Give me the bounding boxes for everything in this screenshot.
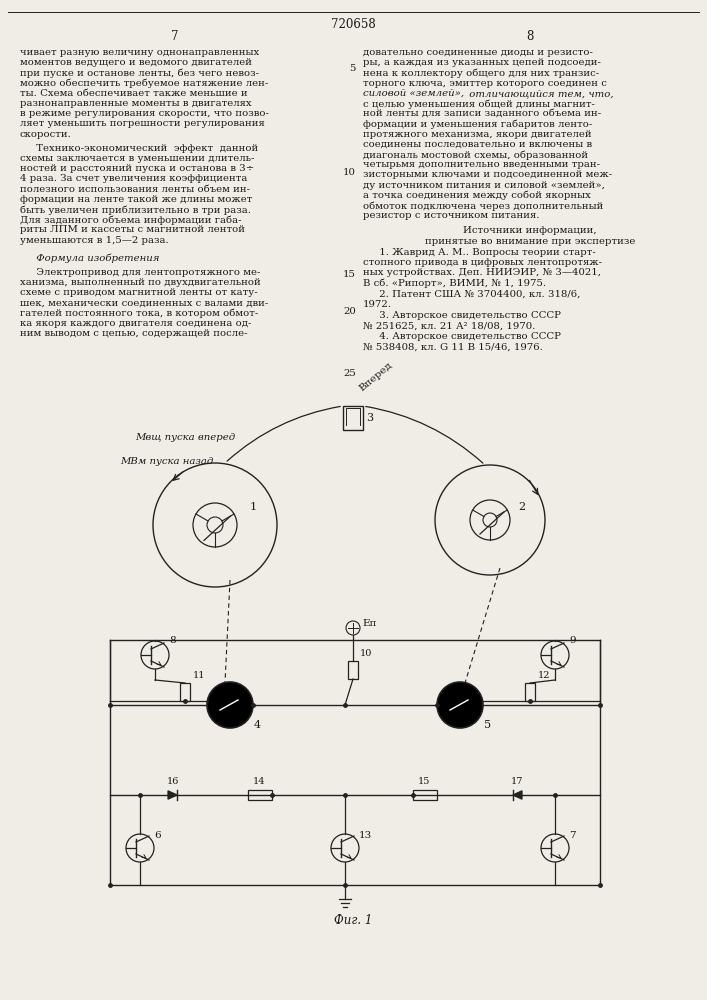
- Text: 3. Авторское свидетельство СССР: 3. Авторское свидетельство СССР: [363, 311, 561, 320]
- Text: 1: 1: [250, 502, 257, 512]
- Text: 6: 6: [154, 831, 160, 840]
- Text: Технико-экономический  эффект  данной: Технико-экономический эффект данной: [20, 144, 258, 153]
- Text: можно обеспечить требуемое натяжение лен-: можно обеспечить требуемое натяжение лен…: [20, 79, 268, 88]
- Text: полезного использования ленты объем ин-: полезного использования ленты объем ин-: [20, 185, 250, 194]
- Text: с целью уменьшения общей длины магнит-: с целью уменьшения общей длины магнит-: [363, 99, 595, 109]
- Text: быть увеличен приблизительно в три раза.: быть увеличен приблизительно в три раза.: [20, 205, 251, 215]
- Text: 4 раза. За счет увеличения коэффициента: 4 раза. За счет увеличения коэффициента: [20, 174, 247, 183]
- Bar: [525, 683, 535, 701]
- Text: Фиг. 1: Фиг. 1: [334, 914, 372, 926]
- Text: в режиме регулирования скорости, что позво-: в режиме регулирования скорости, что поз…: [20, 109, 269, 118]
- Text: 2: 2: [518, 502, 525, 512]
- Text: 9: 9: [569, 636, 575, 645]
- Text: ляет уменьшить погрешности регулирования: ляет уменьшить погрешности регулирования: [20, 119, 264, 128]
- Text: уменьшаются в 1,5—2 раза.: уменьшаются в 1,5—2 раза.: [20, 236, 169, 245]
- Text: торного ключа, эмиттер которого соединен с: торного ключа, эмиттер которого соединен…: [363, 79, 607, 88]
- Text: ных устройствах. Деп. НИИЭИР, № 3—4021,: ных устройствах. Деп. НИИЭИР, № 3—4021,: [363, 268, 601, 277]
- Text: 5: 5: [350, 64, 356, 73]
- Circle shape: [207, 682, 253, 728]
- Text: Мвщ пуска вперед: Мвщ пуска вперед: [135, 434, 235, 442]
- Circle shape: [437, 682, 483, 728]
- Text: 1. Жаврид А. М.. Вопросы теории старт-: 1. Жаврид А. М.. Вопросы теории старт-: [363, 248, 596, 257]
- Polygon shape: [168, 791, 177, 799]
- Text: ним выводом с цепью, содержащей после-: ним выводом с цепью, содержащей после-: [20, 329, 247, 338]
- Text: 17: 17: [510, 777, 523, 786]
- Text: нена к коллектору общего для них транзис-: нена к коллектору общего для них транзис…: [363, 68, 599, 78]
- Text: 25: 25: [344, 369, 356, 378]
- Text: Eп: Eп: [362, 619, 376, 629]
- Text: 12: 12: [538, 671, 551, 680]
- Text: при пуске и останове ленты, без чего невоз-: при пуске и останове ленты, без чего нев…: [20, 68, 259, 78]
- Text: довательно соединенные диоды и резисто-: довательно соединенные диоды и резисто-: [363, 48, 593, 57]
- Text: 5: 5: [484, 720, 491, 730]
- Text: 20: 20: [344, 307, 356, 316]
- Text: ду источником питания и силовой «землей»,: ду источником питания и силовой «землей»…: [363, 181, 605, 190]
- Text: силовой «землей»,: силовой «землей»,: [363, 89, 464, 98]
- Text: риты ЛПМ и кассеты с магнитной лентой: риты ЛПМ и кассеты с магнитной лентой: [20, 225, 245, 234]
- Text: 8: 8: [169, 636, 175, 645]
- Text: 14: 14: [252, 777, 265, 786]
- Text: 1972.: 1972.: [363, 300, 392, 309]
- Text: 15: 15: [418, 777, 430, 786]
- Bar: [248, 790, 272, 800]
- Text: 4: 4: [254, 720, 261, 730]
- Text: протяжного механизма, якори двигателей: протяжного механизма, якори двигателей: [363, 130, 592, 139]
- Text: № 538408, кл. G 11 В 15/46, 1976.: № 538408, кл. G 11 В 15/46, 1976.: [363, 343, 543, 352]
- Text: шек, механически соединенных с валами дви-: шек, механически соединенных с валами дв…: [20, 299, 268, 308]
- Text: 4. Авторское свидетельство СССР: 4. Авторское свидетельство СССР: [363, 332, 561, 341]
- Text: а точка соединения между собой якорных: а точка соединения между собой якорных: [363, 191, 591, 200]
- Text: ностей и расстояний пуска и останова в 3÷: ностей и расстояний пуска и останова в 3…: [20, 164, 255, 173]
- Text: чивает разную величину однонаправленных: чивает разную величину однонаправленных: [20, 48, 259, 57]
- Text: моментов ведущего и ведомого двигателей: моментов ведущего и ведомого двигателей: [20, 58, 252, 67]
- Text: зисторными ключами и подсоединенной меж-: зисторными ключами и подсоединенной меж-: [363, 170, 612, 179]
- Text: 7: 7: [171, 29, 179, 42]
- Text: схеме с приводом магнитной ленты от кату-: схеме с приводом магнитной ленты от кату…: [20, 288, 257, 297]
- Text: 13: 13: [359, 831, 373, 840]
- Text: ты. Схема обеспечивает также меньшие и: ты. Схема обеспечивает также меньшие и: [20, 89, 247, 98]
- Text: МВм пуска назад: МВм пуска назад: [120, 458, 214, 466]
- Text: В сб. «Рипорт», ВИМИ, № 1, 1975.: В сб. «Рипорт», ВИМИ, № 1, 1975.: [363, 278, 546, 288]
- Text: обмоток подключена через дополнительный: обмоток подключена через дополнительный: [363, 201, 603, 211]
- Text: диагональ мостовой схемы, образованной: диагональ мостовой схемы, образованной: [363, 150, 588, 160]
- Text: Электропривод для лентопротяжного ме-: Электропривод для лентопротяжного ме-: [20, 268, 260, 277]
- Bar: [343, 406, 363, 430]
- Text: формации и уменьшения габаритов ленто-: формации и уменьшения габаритов ленто-: [363, 119, 592, 129]
- Text: формации на ленте такой же длины может: формации на ленте такой же длины может: [20, 195, 252, 204]
- Text: 8: 8: [526, 29, 534, 42]
- Text: № 251625, кл. 21 А² 18/08, 1970.: № 251625, кл. 21 А² 18/08, 1970.: [363, 321, 535, 330]
- Text: ханизма, выполненный по двухдвигательной: ханизма, выполненный по двухдвигательной: [20, 278, 261, 287]
- Text: ной ленты для записи заданного объема ин-: ной ленты для записи заданного объема ин…: [363, 109, 601, 118]
- Text: скорости.: скорости.: [20, 130, 72, 139]
- Text: Вперед: Вперед: [358, 360, 395, 393]
- Bar: [348, 661, 358, 679]
- Text: 16: 16: [167, 777, 179, 786]
- Text: 720658: 720658: [331, 17, 375, 30]
- Text: Для заданного объема информации габа-: Для заданного объема информации габа-: [20, 215, 242, 225]
- Text: 3: 3: [366, 413, 373, 423]
- Text: 2. Патент США № 3704400, кл. 318/6,: 2. Патент США № 3704400, кл. 318/6,: [363, 290, 580, 299]
- Text: 10: 10: [343, 168, 356, 177]
- Text: принятые во внимание при экспертизе: принятые во внимание при экспертизе: [425, 237, 635, 246]
- Text: ры, а каждая из указанных цепей подсоеди-: ры, а каждая из указанных цепей подсоеди…: [363, 58, 601, 67]
- Text: 7: 7: [569, 831, 575, 840]
- Text: Источники информации,: Источники информации,: [463, 226, 597, 235]
- Text: гателей постоянного тока, в котором обмот-: гателей постоянного тока, в котором обмо…: [20, 309, 258, 318]
- Text: ка якоря каждого двигателя соединена од-: ка якоря каждого двигателя соединена од-: [20, 319, 252, 328]
- Text: схемы заключается в уменьшении длитель-: схемы заключается в уменьшении длитель-: [20, 154, 255, 163]
- Text: разнонаправленные моменты в двигателях: разнонаправленные моменты в двигателях: [20, 99, 252, 108]
- Text: Формула изобретения: Формула изобретения: [20, 254, 160, 263]
- Text: соединены последовательно и включены в: соединены последовательно и включены в: [363, 140, 592, 149]
- Bar: [180, 683, 190, 701]
- Text: отличающийся тем, что,: отличающийся тем, что,: [466, 89, 614, 98]
- Polygon shape: [513, 791, 522, 799]
- Text: 15: 15: [343, 270, 356, 279]
- Bar: [413, 790, 437, 800]
- Text: 11: 11: [193, 671, 206, 680]
- Text: резистор с источником питания.: резистор с источником питания.: [363, 211, 539, 220]
- Text: стопного привода в цифровых лентопротяж-: стопного привода в цифровых лентопротяж-: [363, 258, 602, 267]
- Text: 10: 10: [360, 649, 373, 658]
- Text: четырьмя дополнительно введенными тран-: четырьмя дополнительно введенными тран-: [363, 160, 600, 169]
